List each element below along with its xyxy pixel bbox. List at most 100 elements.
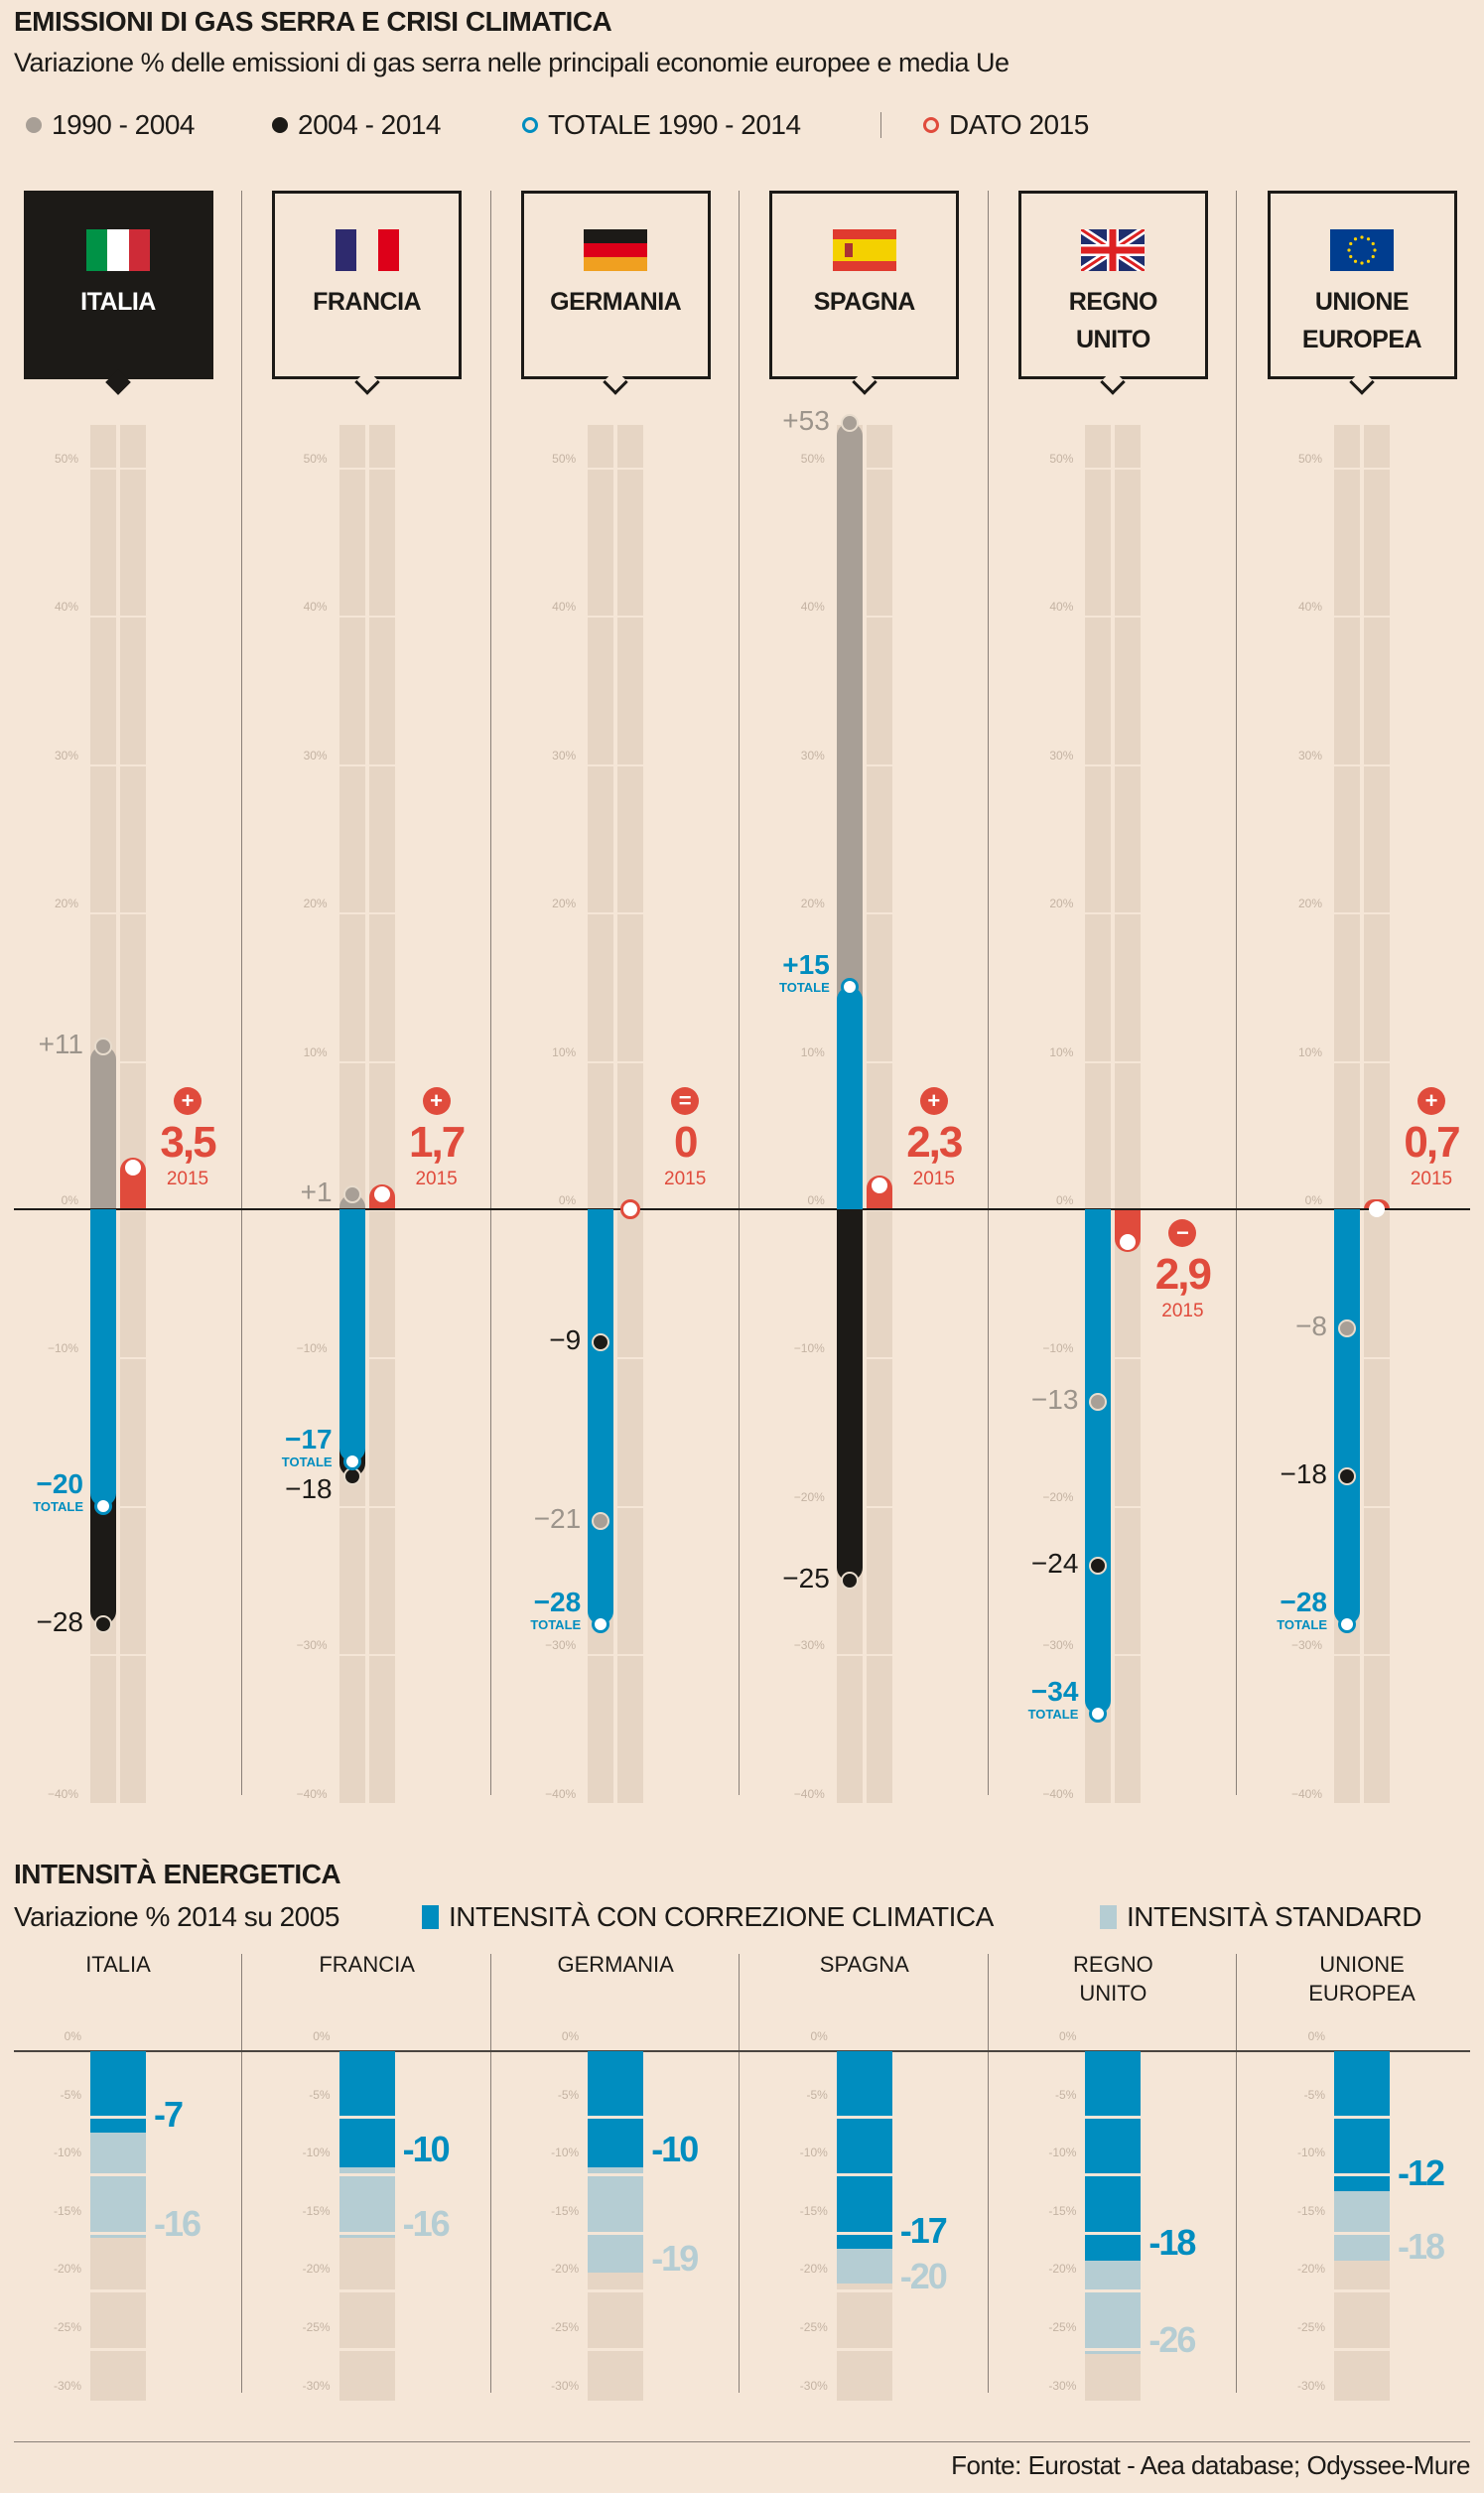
segment-gap (1085, 2173, 1142, 2177)
bar-totale (338, 1209, 365, 1461)
segment-gap (338, 2115, 395, 2119)
y-tick-label: -20% (302, 2262, 331, 2277)
y-tick-label: -10% (1048, 2146, 1077, 2160)
track-segment (338, 1507, 365, 1655)
y-tick-label: −40% (1042, 1786, 1074, 1801)
legend-item-dato-2015: DATO 2015 (923, 109, 1089, 141)
point-1990-2004 (840, 414, 859, 433)
blue-ring-icon (522, 117, 538, 133)
country-name: ITALIA (27, 283, 210, 321)
sign-plus-icon: + (422, 1087, 451, 1115)
pointer-icon (603, 369, 628, 395)
y-tick-label: 40% (1049, 600, 1074, 615)
point-2015 (125, 1159, 141, 1176)
bar-totale (588, 1209, 614, 1625)
y-tick-label: 30% (1049, 748, 1074, 762)
bar-totale (1334, 1209, 1360, 1625)
y-tick-label: 0% (807, 1193, 825, 1207)
point-2004-2014 (1089, 1556, 1108, 1575)
track-segment (866, 914, 892, 1061)
track-segment (866, 1507, 892, 1655)
track-segment (1085, 618, 1112, 764)
track-segment (120, 470, 146, 617)
column-divider (987, 191, 989, 1795)
track-segment (617, 1359, 644, 1506)
y-tick-label: -5% (1303, 2087, 1325, 2102)
track-segment (617, 765, 644, 913)
blue-square-icon (422, 1905, 439, 1929)
country-name: REGNO UNITO (1021, 283, 1205, 358)
track-segment (90, 425, 116, 468)
y-tick-label: 0% (1304, 1193, 1322, 1207)
track-segment (617, 1656, 644, 1803)
track-segment (866, 1211, 892, 1358)
track-segment (617, 1507, 644, 1655)
track-segment (617, 1062, 644, 1209)
label-totale-caption: TOTALE (1027, 1706, 1079, 1722)
y-tick-label: 10% (1297, 1044, 1322, 1059)
y-tick-label: 20% (800, 897, 825, 911)
label-1990-2004: −21 (533, 1502, 582, 1534)
country-box-unione-europea[interactable]: UNIONE EUROPEA (1267, 191, 1457, 395)
bar-corrected (338, 2051, 395, 2168)
y-tick-label: 10% (1049, 1044, 1074, 1059)
segment-gap (588, 2289, 644, 2293)
track-segment (90, 1656, 116, 1803)
section-title: INTENSITÀ ENERGETICA (14, 1859, 341, 1889)
track-segment (866, 1359, 892, 1506)
country-name: GERMANIA (524, 283, 708, 321)
track-segment (588, 1656, 614, 1803)
track-segment (120, 1507, 146, 1655)
column-divider (241, 1954, 242, 2393)
track-segment (120, 618, 146, 764)
y-tick-label: −30% (545, 1638, 577, 1653)
label-standard: -20 (899, 2256, 948, 2297)
bar-corrected (1334, 2051, 1390, 2191)
y-tick-label: 40% (303, 600, 328, 615)
country-box-regno-unito[interactable]: REGNO UNITO (1017, 191, 1208, 395)
label-totale-caption: TOTALE (1277, 1617, 1327, 1633)
segment-gap (90, 2289, 146, 2293)
y-tick-label: -5% (60, 2087, 81, 2102)
label-totale: −28 (533, 1587, 582, 1618)
point-1990-2004 (94, 1037, 112, 1055)
category-label: ITALIA (19, 1950, 217, 1979)
y-tick-label: 10% (303, 1044, 328, 1059)
point-2004-2014 (1338, 1466, 1356, 1485)
track-segment (588, 1062, 614, 1209)
value-2015: 3,5 (160, 1118, 216, 1167)
point-2015 (1120, 1234, 1137, 1251)
track-segment (120, 1211, 146, 1358)
country-name-line: ITALIA (80, 288, 156, 316)
legend-label: INTENSITÀ CON CORREZIONE CLIMATICA (449, 1901, 994, 1932)
point-1990-2004 (342, 1185, 361, 1204)
label-corrected: -17 (899, 2210, 948, 2252)
label-totale: −28 (1280, 1587, 1328, 1618)
segment-gap (1334, 2173, 1390, 2177)
legend-item-2004-2014: 2004 - 2014 (272, 109, 441, 141)
label-2004-2014: −28 (36, 1606, 84, 1638)
track-segment (588, 425, 614, 468)
sign-plus-icon: + (174, 1087, 202, 1115)
country-box-francia[interactable]: FRANCIA (272, 191, 463, 395)
country-box-germania[interactable]: GERMANIA (520, 191, 711, 395)
pointer-icon (1349, 369, 1375, 395)
country-name: UNIONE EUROPEA (1271, 283, 1454, 358)
track-segment (1334, 1656, 1360, 1803)
pointer-icon (1100, 369, 1127, 395)
gray-dot-icon (26, 117, 42, 133)
segment-gap (1334, 2115, 1390, 2119)
footer-divider (14, 2441, 1470, 2442)
country-box-spagna[interactable]: SPAGNA (769, 191, 960, 395)
segment-gap (338, 2289, 395, 2293)
y-tick-label: -20% (799, 2262, 828, 2277)
label-totale: −34 (1030, 1675, 1079, 1707)
country-box-italia[interactable]: ITALIA (23, 191, 213, 395)
label-2004-2014: −25 (782, 1562, 830, 1593)
label-1990-2004: +11 (38, 1028, 83, 1059)
track-segment (1334, 914, 1360, 1061)
segment-gap (588, 2348, 644, 2351)
track-segment (338, 618, 365, 764)
y-tick-label: -10% (1296, 2146, 1325, 2160)
y-tick-label: −10% (1042, 1341, 1074, 1356)
